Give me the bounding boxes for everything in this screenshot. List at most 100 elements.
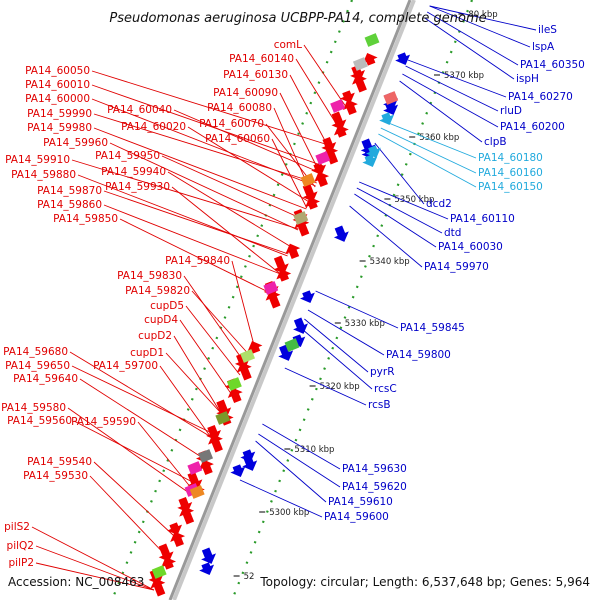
genome-backbone [168,0,412,600]
left-leader-line [91,70,332,147]
left-gene-label: PA14_59650 [5,360,70,372]
feature-box [198,449,214,463]
right-gene-label: pyrR [370,366,395,378]
left-gene-label: PA14_60040 [107,104,172,116]
left-leader-line [295,58,340,129]
right-leader-line [399,80,483,143]
left-gene-label: cupD4 [144,314,178,326]
right-leader-line [315,290,399,329]
gene-arrow [167,522,183,535]
right-gene-label: PA14_59845 [400,322,465,334]
scale-tick-label: 5360 kbp [419,133,459,143]
gene-arrow [339,90,355,103]
left-leader-line [93,113,317,184]
scale-tick-label: 5340 kbp [370,257,410,267]
left-gene-label: PA14_59840 [165,255,230,267]
left-gene-label: PA14_59640 [13,373,78,385]
right-gene-label: PA14_60030 [438,241,503,253]
left-gene-label: pilS2 [4,521,30,533]
right-leader-line [429,5,537,31]
right-leader-line [258,433,341,488]
left-gene-label: PA14_59850 [53,213,118,225]
left-leader-line [187,126,310,203]
gene-arrow [395,52,411,65]
right-gene-label: ileS [538,24,557,36]
right-leader-line [284,367,367,406]
genome-summary: Topology: circular; Length: 6,537,648 bp… [259,575,590,589]
gene-arrow [379,112,395,125]
gene-arrow [179,506,195,525]
left-gene-label: PA14_59910 [5,154,70,166]
gene-arrow [227,387,243,404]
scale-tick-label: 52 [244,572,255,582]
right-gene-label: PA14_59800 [386,349,451,361]
gene-arrow [302,183,318,202]
gene-arrow [161,557,177,570]
left-leader-line [171,186,281,275]
right-gene-label: PA14_60200 [500,121,565,133]
right-leader-line [424,17,515,80]
right-leader-line [300,327,373,390]
left-gene-label: PA14_59950 [95,150,160,162]
feature-box [293,211,309,225]
feature-box [284,338,300,352]
accession-label: Accession: NC_008463 [8,575,144,589]
gene-arrow [199,459,214,476]
left-gene-label: PA14_60000 [25,93,90,105]
gene-arrow [333,225,349,242]
left-gene-label: PA14_60070 [199,118,264,130]
gene-arrow [201,547,216,564]
left-leader-line [161,155,303,220]
gene-arrow [276,269,292,282]
left-gene-label: PA14_59680 [3,346,68,358]
gene-arrow [242,454,258,471]
scale-tick-label: 5330 kbp [345,319,385,329]
scale-tick-label: 5310 kbp [294,445,334,455]
scale-tick-label: 5300 kbp [269,508,309,518]
left-leader-line [69,351,215,440]
right-leader-line [405,65,499,112]
left-leader-line [191,290,249,355]
left-gene-label: PA14_59870 [37,185,102,197]
feature-box [240,349,256,363]
right-gene-label: PA14_60180 [478,152,543,164]
left-leader-line [77,174,288,257]
gene-arrow [285,243,301,260]
right-leader-line [407,59,507,98]
left-leader-line [185,305,241,376]
left-leader-line [73,420,197,485]
right-leader-line [356,187,443,234]
left-gene-label: PA14_60130 [223,69,288,81]
map-title: Pseudomonas aeruginosa UCBPP-PA14, compl… [109,11,486,26]
right-leader-line [239,479,323,518]
left-gene-label: PA14_59580 [1,402,66,414]
left-gene-label: PA14_59980 [27,122,92,134]
feature-box [187,461,203,475]
gene-arrow [323,146,339,165]
right-gene-label: rluD [500,105,522,117]
right-gene-label: rcsB [368,399,391,411]
left-gene-label: PA14_59820 [125,285,190,297]
left-leader-line [31,526,155,591]
right-leader-line [429,5,531,48]
gene-arrow [331,111,347,130]
left-leader-line [67,407,193,496]
right-gene-label: PA14_60270 [508,91,573,103]
right-gene-label: ispH [516,73,539,85]
gene-arrow [216,399,232,418]
left-leader-line [279,92,321,175]
right-leader-line [378,133,477,188]
right-leader-line [262,423,341,470]
left-gene-label: cupD1 [130,347,164,359]
right-gene-label: PA14_59970 [424,261,489,273]
right-gene-label: clpB [484,136,507,148]
left-leader-line [119,218,273,295]
right-gene-label: PA14_60350 [520,59,585,71]
right-leader-line [354,193,437,248]
gene-arrow [150,578,166,597]
feature-box [364,33,380,47]
feature-box [263,281,279,295]
left-gene-label: cupD5 [150,300,184,312]
